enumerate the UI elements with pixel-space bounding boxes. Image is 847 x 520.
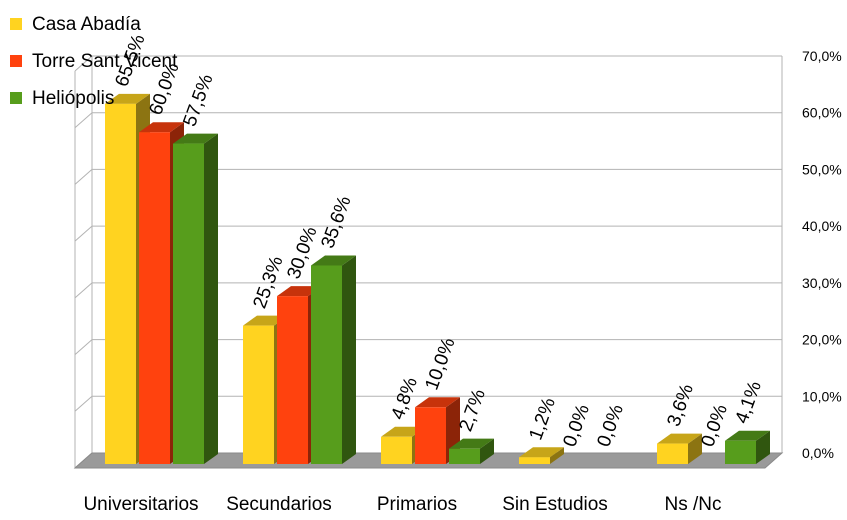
gridline-side <box>74 112 93 129</box>
bar-side <box>550 447 564 464</box>
gridline-side <box>74 339 93 355</box>
bar <box>277 296 308 464</box>
bar-top <box>277 286 322 297</box>
y-tick-label: 50,0% <box>802 161 842 177</box>
bar-top <box>311 255 356 266</box>
data-label: 0,0% <box>593 402 628 450</box>
bar <box>449 448 480 464</box>
gridline-side <box>74 225 93 242</box>
bar-top <box>519 447 564 458</box>
bar <box>105 103 136 464</box>
bar-top <box>173 133 218 144</box>
bar-top <box>105 93 150 104</box>
data-label: 1,2% <box>525 395 560 443</box>
legend-entry: Casa Abadía <box>32 14 141 35</box>
legend-swatch <box>10 92 22 104</box>
x-tick-label: Universitarios <box>83 494 198 515</box>
bar-side <box>480 438 494 464</box>
bars <box>105 93 770 465</box>
data-label: 10,0% <box>421 335 459 393</box>
bar <box>519 457 550 464</box>
x-tick-label: Secundarios <box>226 494 332 515</box>
bar-side <box>688 433 702 464</box>
legend-entry: Heliópolis <box>32 88 114 109</box>
gridline-side <box>74 395 93 412</box>
bar <box>173 143 204 465</box>
gridline-side <box>74 55 93 72</box>
bar-top <box>725 430 770 441</box>
bar <box>657 443 688 464</box>
y-tick-label: 40,0% <box>802 218 842 234</box>
bar <box>415 407 446 464</box>
x-axis-categories: Universitarios Secundarios Primarios Sin Es… <box>83 494 721 515</box>
bar-top <box>243 315 288 326</box>
legend-swatch <box>10 18 22 30</box>
x-tick-label: Primarios <box>377 494 457 515</box>
bar <box>725 440 756 464</box>
data-label: 57,5% <box>179 71 217 129</box>
bar-top <box>415 397 460 408</box>
bar-side <box>756 430 770 464</box>
bar <box>311 265 342 464</box>
y-tick-label: 10,0% <box>802 388 842 404</box>
data-label: 2,7% <box>455 386 490 434</box>
bar <box>139 132 170 464</box>
legend-swatch <box>10 55 22 67</box>
y-tick-label: 20,0% <box>802 332 842 348</box>
bar-top <box>381 426 426 437</box>
gridline-side <box>74 282 93 299</box>
x-tick-label: Sin Estudios <box>502 494 608 515</box>
bar <box>381 436 412 464</box>
data-label: 4,1% <box>731 378 766 426</box>
bar-side <box>342 255 356 464</box>
data-label: 0,0% <box>559 402 594 450</box>
data-label: 35,6% <box>317 193 355 251</box>
y-tick-label: 70,0% <box>802 48 842 64</box>
bar-top <box>657 433 702 444</box>
x-tick-label: Ns /Nc <box>665 494 722 515</box>
gridline-side <box>74 169 93 185</box>
bar-side <box>204 133 218 465</box>
legend: Casa Abadía Torre Sant Vicent Heliópolis <box>10 14 178 109</box>
data-label: 3,6% <box>663 381 698 429</box>
bar-top <box>139 122 184 133</box>
bar <box>243 325 274 464</box>
bar-top <box>449 438 494 449</box>
legend-entry: Torre Sant Vicent <box>32 51 178 72</box>
y-tick-label: 30,0% <box>802 275 842 291</box>
y-axis-ticks: 0,0% 10,0% 20,0% 30,0% 40,0% 50,0% 60,0% 70,0% <box>802 48 842 461</box>
y-tick-label: 60,0% <box>802 105 842 121</box>
y-tick-label: 0,0% <box>802 445 834 461</box>
